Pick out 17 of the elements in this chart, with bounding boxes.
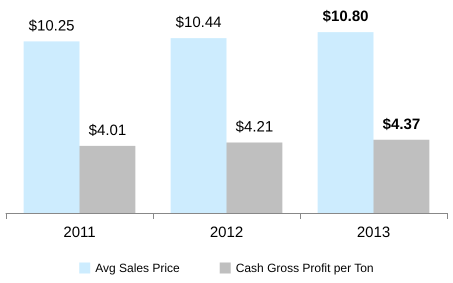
data-label: $10.44 bbox=[176, 14, 222, 32]
bar bbox=[170, 38, 226, 213]
data-label: $10.25 bbox=[28, 17, 75, 34]
bar bbox=[24, 41, 80, 213]
x-tick-label: 2013 bbox=[356, 224, 390, 241]
data-label: $4.37 bbox=[382, 116, 420, 133]
x-tick-label: 2011 bbox=[63, 224, 96, 241]
data-label: $10.80 bbox=[322, 8, 369, 26]
data-label: $4.01 bbox=[88, 122, 126, 139]
legend-label: Avg Sales Price bbox=[95, 261, 180, 275]
bar bbox=[80, 146, 136, 213]
legend-label: Cash Gross Profit per Ton bbox=[236, 261, 374, 275]
bar bbox=[226, 142, 282, 213]
data-label: $4.21 bbox=[236, 118, 274, 136]
bar bbox=[318, 32, 374, 213]
bar bbox=[374, 140, 430, 213]
x-tick-label: 2012 bbox=[210, 224, 244, 241]
